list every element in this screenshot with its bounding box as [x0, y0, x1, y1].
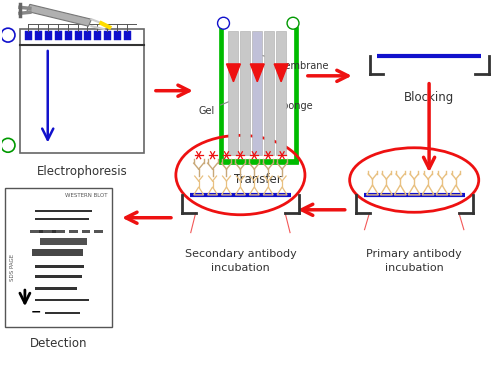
Circle shape [1, 28, 15, 42]
Text: Electrophoresis: Electrophoresis [36, 165, 128, 178]
Text: WESTERN BLOT: WESTERN BLOT [65, 193, 108, 198]
Bar [20, 29, 144, 153]
Text: −: − [219, 18, 228, 28]
Bar [35, 265, 84, 268]
Bar [68, 230, 78, 233]
Bar [276, 31, 286, 155]
Polygon shape [27, 4, 92, 26]
Bar [35, 299, 90, 301]
Text: Membrane: Membrane [259, 55, 328, 71]
Bar [74, 31, 82, 40]
Text: Gel: Gel [198, 100, 234, 116]
Bar [264, 31, 274, 155]
Bar [30, 230, 64, 233]
Bar [64, 31, 71, 40]
Bar [218, 27, 222, 163]
Bar [84, 31, 91, 40]
Bar [45, 31, 52, 40]
Bar [104, 31, 112, 40]
Text: −: − [31, 306, 42, 319]
Text: +: + [2, 139, 14, 152]
Circle shape [287, 17, 299, 29]
Polygon shape [226, 64, 240, 82]
Bar [56, 230, 64, 233]
Text: Secondary antibody
incubation: Secondary antibody incubation [184, 250, 296, 273]
Bar [35, 218, 90, 220]
Bar [45, 312, 80, 314]
Bar [240, 31, 250, 155]
Bar [43, 230, 52, 233]
Text: Detection: Detection [30, 337, 88, 350]
Circle shape [218, 17, 230, 29]
Bar [25, 31, 32, 40]
Bar [294, 27, 298, 163]
Bar [124, 31, 131, 40]
Bar [252, 31, 262, 155]
Polygon shape [250, 64, 264, 82]
Text: Blocking: Blocking [404, 91, 454, 104]
Bar [114, 31, 121, 40]
Bar [54, 31, 62, 40]
Bar [40, 238, 88, 245]
Bar [35, 210, 92, 212]
Bar [94, 31, 102, 40]
Text: Transfer: Transfer [234, 173, 282, 186]
Text: +: + [288, 18, 298, 28]
Text: Sponge: Sponge [276, 96, 313, 111]
Bar [30, 230, 39, 233]
Polygon shape [274, 64, 288, 82]
Bar [35, 31, 42, 40]
Text: Primary antibody
incubation: Primary antibody incubation [366, 250, 462, 273]
Bar [32, 250, 84, 256]
Text: SDS PAGE: SDS PAGE [10, 254, 16, 281]
Bar [35, 275, 82, 278]
Bar [228, 31, 238, 155]
Bar [94, 230, 104, 233]
Bar [35, 287, 76, 290]
Bar [218, 159, 298, 164]
Text: −: − [3, 28, 13, 42]
Bar [5, 188, 112, 327]
Bar [82, 230, 90, 233]
Circle shape [1, 138, 15, 152]
